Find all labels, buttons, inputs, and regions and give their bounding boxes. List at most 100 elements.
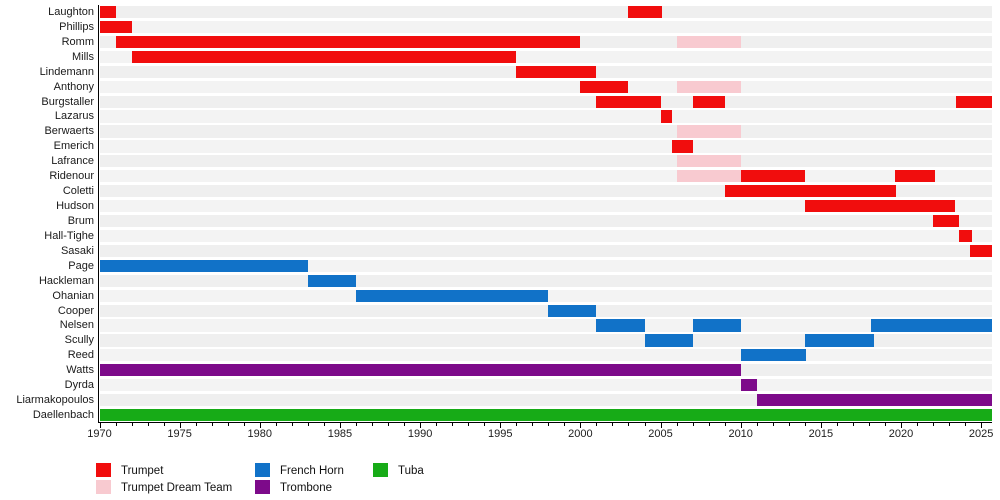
x-tick — [420, 423, 422, 428]
timeline-bar — [580, 80, 629, 93]
timeline-bar — [99, 408, 993, 422]
legend-label-trombone: Trombone — [280, 482, 332, 494]
row-label: Lazarus — [54, 110, 94, 123]
x-minor-tick — [243, 423, 245, 426]
timeline-bar — [307, 274, 356, 287]
timeline-bar — [660, 110, 672, 123]
row-label: Burgstaller — [41, 95, 94, 108]
timeline-bar — [548, 304, 597, 317]
x-minor-tick — [628, 423, 630, 426]
x-tick-label: 1970 — [87, 428, 112, 440]
row-band — [99, 170, 993, 183]
legend-label-dream_team: Trumpet Dream Team — [121, 482, 233, 494]
timeline-bar — [955, 95, 993, 108]
timeline-bar — [969, 244, 993, 257]
row-label: Hall-Tighe — [44, 229, 94, 242]
x-tick — [660, 423, 662, 428]
row-band — [99, 140, 993, 153]
legend-label-tuba: Tuba — [398, 464, 424, 477]
timeline-bar — [740, 349, 807, 362]
timeline-bar — [692, 319, 741, 332]
legend-swatch-dream_team — [96, 480, 111, 494]
legend-swatch-trombone — [255, 480, 270, 494]
row-band — [99, 379, 993, 392]
x-tick — [339, 423, 341, 428]
timeline-bar — [99, 259, 308, 272]
x-tick — [901, 423, 902, 428]
row-label: Phillips — [59, 20, 94, 33]
x-minor-tick — [163, 423, 165, 426]
x-tick — [179, 423, 181, 428]
row-label: Romm — [61, 35, 94, 48]
x-minor-tick — [965, 423, 967, 426]
x-minor-tick — [949, 423, 951, 426]
x-tick-label: 2020 — [888, 428, 914, 440]
row-label: Berwaerts — [44, 125, 94, 138]
x-tick — [981, 423, 983, 428]
x-minor-tick — [868, 423, 870, 426]
row-label: Ohanian — [52, 289, 94, 302]
x-minor-tick — [564, 423, 566, 426]
x-minor-tick — [676, 423, 678, 426]
x-tick — [500, 423, 502, 428]
x-minor-tick — [724, 423, 726, 426]
x-minor-tick — [227, 423, 229, 426]
row-band — [99, 125, 993, 138]
timeline-bar — [516, 65, 597, 78]
x-minor-tick — [436, 423, 438, 426]
x-minor-tick — [612, 423, 614, 426]
x-minor-tick — [596, 423, 598, 426]
x-minor-tick — [532, 423, 534, 426]
row-label: Mills — [72, 50, 94, 63]
timeline-bar — [756, 394, 993, 407]
x-minor-tick — [404, 423, 406, 426]
row-band — [99, 110, 993, 123]
row-band — [99, 229, 993, 243]
timeline-bar — [676, 155, 741, 168]
timeline-bar — [671, 140, 693, 153]
row-label: Nelsen — [59, 319, 94, 332]
x-minor-tick — [772, 423, 774, 426]
row-band — [99, 304, 993, 317]
timeline-bar — [355, 289, 549, 302]
legend-label-french_horn: French Horn — [280, 464, 344, 477]
x-tick — [820, 423, 822, 428]
x-minor-tick — [452, 423, 454, 426]
row-label: Cooper — [57, 304, 94, 317]
x-minor-tick — [836, 423, 838, 426]
row-label: Lafrance — [51, 155, 94, 168]
row-band — [99, 6, 993, 19]
row-band — [99, 319, 993, 332]
row-band — [99, 259, 993, 272]
x-minor-tick — [307, 423, 309, 426]
row-label: Dyrda — [64, 379, 94, 392]
x-minor-tick — [355, 423, 357, 426]
timeline-bar — [115, 35, 581, 49]
x-minor-tick — [291, 423, 293, 426]
row-band — [99, 214, 993, 228]
x-minor-tick — [323, 423, 325, 426]
timeline-bar — [99, 6, 116, 19]
timeline-bar — [740, 379, 757, 392]
x-minor-tick — [275, 423, 277, 426]
row-band — [99, 244, 993, 257]
row-label: Watts — [66, 364, 94, 377]
x-minor-tick — [708, 423, 710, 426]
timeline-bar — [676, 170, 741, 183]
timeline-bar — [870, 319, 993, 332]
row-band — [99, 349, 993, 362]
legend-swatch-french_horn — [255, 462, 270, 477]
x-minor-tick — [468, 423, 470, 426]
row-band — [99, 200, 993, 213]
x-tick-label: 2000 — [568, 428, 593, 440]
row-band — [99, 334, 993, 347]
y-axis-line — [97, 5, 100, 422]
row-label: Page — [68, 259, 94, 272]
timeline-bar — [676, 125, 741, 138]
x-tick-label: 2025 — [968, 428, 994, 440]
row-label: Coletti — [62, 185, 94, 198]
timeline-bar — [804, 200, 956, 213]
x-minor-tick — [548, 423, 550, 426]
timeline-bar — [596, 95, 661, 108]
row-label: Emerich — [53, 140, 94, 153]
